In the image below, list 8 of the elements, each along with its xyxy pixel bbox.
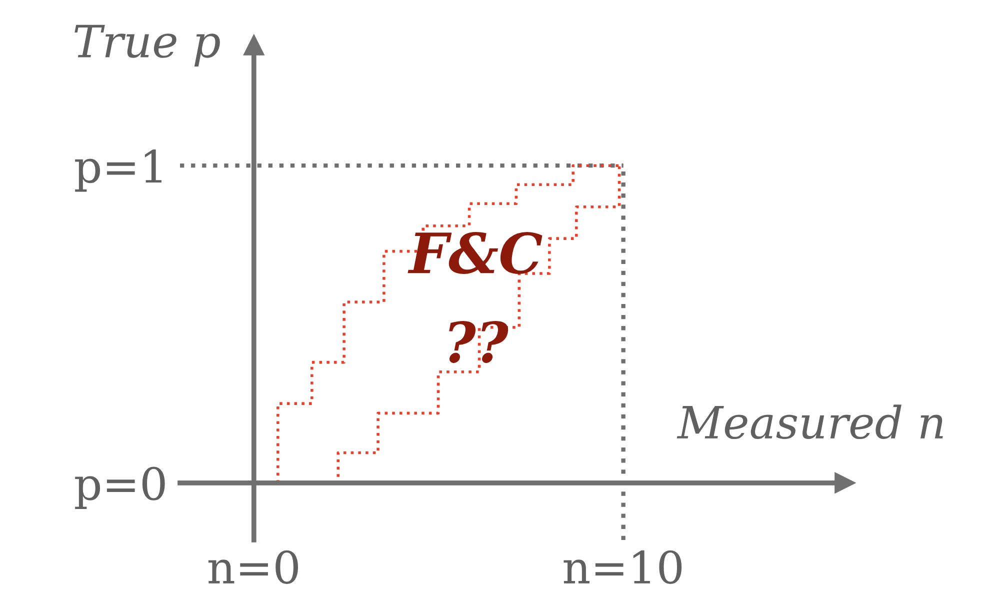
- annotation: ??: [449, 321, 508, 364]
- y-tick-label: p=0: [75, 466, 165, 510]
- y-tick-label: p=1: [75, 149, 162, 192]
- y-axis-title: True p: [74, 24, 220, 67]
- x-tick-label: n=10: [564, 550, 682, 584]
- x-axis-title: Measured n: [676, 404, 943, 440]
- annotation: F&C: [408, 232, 542, 274]
- x-tick-label: n=0: [208, 550, 298, 584]
